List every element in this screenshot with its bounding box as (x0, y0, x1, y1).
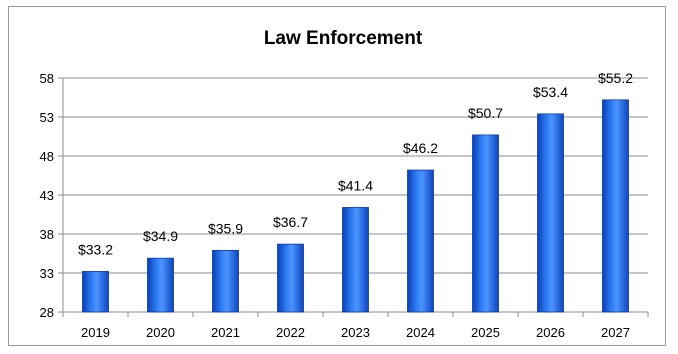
x-tick-label: 2022 (276, 325, 305, 340)
bar-2019 (82, 271, 109, 313)
bar-2021 (212, 249, 239, 313)
x-tick-label: 2020 (146, 325, 175, 340)
data-label-2023: $41.4 (338, 177, 373, 193)
x-tick-label: 2024 (406, 325, 435, 340)
chart-title: Law Enforcement (264, 28, 423, 49)
bar-2020 (147, 257, 174, 313)
data-label-2019: $33.2 (78, 241, 113, 257)
data-label-2020: $34.9 (143, 228, 178, 244)
bar-2025 (472, 134, 499, 313)
bar-2027 (602, 99, 629, 313)
data-label-2024: $46.2 (403, 140, 438, 156)
data-label-2021: $35.9 (208, 220, 243, 236)
bar-2023 (342, 207, 369, 313)
bar-2022 (277, 243, 304, 313)
y-tick-labels: 28 33 38 43 48 53 58 (40, 71, 54, 320)
y-tick-label: 53 (40, 110, 54, 125)
data-label-2025: $50.7 (468, 105, 503, 121)
x-tick-label: 2021 (211, 325, 240, 340)
bar-2024 (407, 169, 434, 313)
x-tick-label: 2023 (341, 325, 370, 340)
data-labels: $33.2 $34.9 $35.9 $36.7 $41.4 $46.2 $50.7 $53.4… (78, 70, 633, 258)
y-tick-label: 33 (40, 266, 54, 281)
x-tick-label: 2026 (536, 325, 565, 340)
y-tick-label: 38 (40, 227, 54, 242)
data-label-2026: $53.4 (533, 84, 568, 100)
y-tick-label: 28 (40, 305, 54, 320)
data-label-2022: $36.7 (273, 214, 308, 230)
y-tick-label: 48 (40, 149, 54, 164)
y-tick-label: 58 (40, 71, 54, 86)
data-label-2027: $55.2 (598, 70, 633, 86)
bar-2026 (537, 113, 564, 313)
x-tick-label: 2025 (471, 325, 500, 340)
x-tick-label: 2019 (81, 325, 110, 340)
x-tick-labels: 2019 2020 2021 2022 2023 2024 2025 2026 2027 (81, 325, 630, 340)
bars (82, 99, 629, 313)
x-tick-label: 2027 (601, 325, 630, 340)
y-tick-label: 43 (40, 188, 54, 203)
